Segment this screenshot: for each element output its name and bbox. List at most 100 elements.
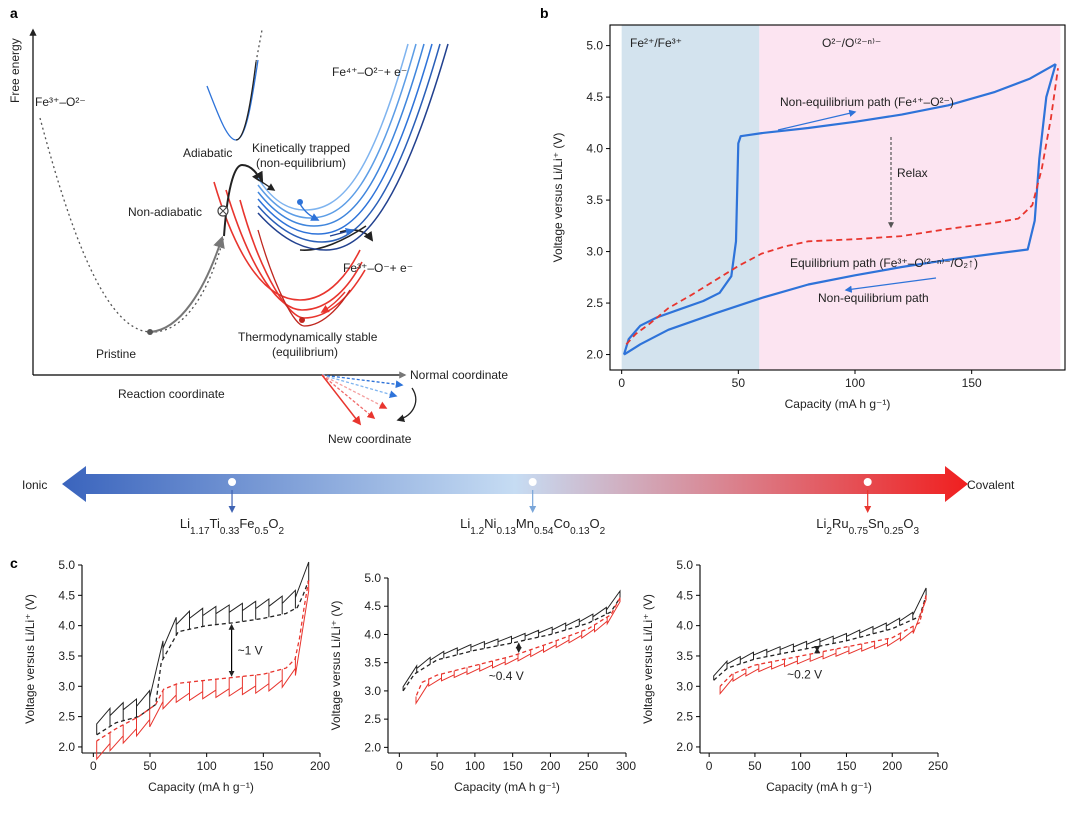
- fe4-label: Fe⁴⁺–O²⁻+ e⁻: [332, 65, 407, 79]
- material-arrowhead-3: [864, 506, 872, 513]
- red-well-4: [257, 229, 351, 327]
- b-x-axis-label: Capacity (mA h g⁻¹): [785, 397, 891, 411]
- b-y-tick-label: 4.5: [586, 90, 603, 104]
- c1-x-tick-label: 100: [197, 759, 217, 773]
- fan-arrow-1: [321, 374, 404, 389]
- c3-gitt-discharge: [719, 595, 927, 695]
- c2-x-tick-label: 0: [396, 759, 403, 773]
- oxygen-region-label: O²⁻/O⁽²⁻ⁿ⁾⁻: [822, 36, 881, 50]
- c1-y-tick-label: 3.0: [58, 679, 75, 693]
- blue-well-5: [257, 43, 441, 243]
- c1-gitt-charge: [96, 561, 310, 735]
- c2-x-tick-label: 250: [578, 759, 598, 773]
- c3-x-tick-label: 0: [706, 759, 713, 773]
- panel-c3-plot: 0 50 100 150 200 250 2.0 2.5 3.0 3.5 4.0 4.5 5.0 Capa…: [641, 558, 948, 794]
- kinetic-label-1: Kinetically trapped: [252, 141, 350, 155]
- c2-relaxed-2: [415, 597, 621, 697]
- c3-gitt-charge: [713, 587, 927, 681]
- c3-y-tick-label: 5.0: [676, 558, 693, 572]
- material-label-3: Li2Ru0.75Sn0.25O3: [816, 516, 919, 537]
- c3-x-tick-label: 50: [748, 759, 762, 773]
- nonequil-bottom-label: Non-equilibrium path: [818, 291, 929, 305]
- upper-black-curve: [235, 61, 257, 141]
- c1-x-tick-label: 0: [90, 759, 97, 773]
- colorbar-markers: Li1.17Ti0.33Fe0.5O2 Li1.2Ni0.13Mn0.54Co0.…: [180, 478, 920, 537]
- nonequil-top-label: Non-equilibrium path (Fe⁴⁺–O²⁻): [780, 95, 954, 109]
- pristine-point: [147, 329, 153, 335]
- material-marker-2: [528, 478, 537, 486]
- c1-y-axis-label: Voltage versus Li/Li⁺ (V): [23, 594, 37, 724]
- c3-y-tick-label: 4.5: [676, 588, 693, 602]
- material-label-1: Li1.17Ti0.33Fe0.5O2: [180, 516, 285, 537]
- fan-rotation-arrow: [396, 387, 417, 422]
- black-well-lower: [299, 225, 367, 251]
- nonequil-bottom-arrow: [844, 277, 937, 293]
- c3-y-tick-label: 2.0: [676, 740, 693, 754]
- c1-y-tick-label: 3.5: [58, 649, 75, 663]
- c1-y-tick-label: 4.5: [58, 588, 75, 602]
- b-x-tick-label: 100: [845, 376, 865, 390]
- blue-well-4: [257, 43, 433, 235]
- red-well-2: [225, 189, 363, 311]
- panel-b: b 0 50 100 150 2.0 2.5 3.0 3.5 4.0 4.5 5.0 Capacity…: [540, 5, 1066, 411]
- c1-gap-label: ~1 V: [238, 643, 263, 657]
- c2-x-tick-label: 150: [503, 759, 523, 773]
- c2-gitt-discharge: [415, 597, 621, 706]
- c1-x-tick-label: 150: [253, 759, 273, 773]
- thermo-stable-point: [299, 317, 305, 323]
- panel-c: c 0 50 100 150 200 2.0 2.5 3.0 3.5 4.0 4.5 5.0 Capac…: [10, 555, 948, 794]
- upper-dotted-curve: [255, 29, 263, 63]
- covalent-label: Covalent: [967, 478, 1015, 492]
- ionic-label: Ionic: [22, 478, 47, 492]
- c1-x-tick-label: 50: [143, 759, 157, 773]
- c2-gitt-charge: [402, 589, 621, 691]
- c2-y-tick-label: 3.5: [364, 656, 381, 670]
- c3-x-tick-label: 200: [882, 759, 902, 773]
- c3-x-tick-label: 250: [928, 759, 948, 773]
- c2-x-axis-label: Capacity (mA h g⁻¹): [454, 780, 560, 794]
- fan-arrow-5: [321, 374, 362, 426]
- blue-arrow-2: [329, 227, 354, 237]
- b-series-3: [625, 68, 1059, 345]
- c3-y-tick-label: 3.5: [676, 649, 693, 663]
- c2-x-tick-label: 300: [616, 759, 636, 773]
- c3-y-tick-label: 2.5: [676, 710, 693, 724]
- b-x-tick-label: 150: [962, 376, 982, 390]
- blue-wells: [255, 43, 449, 251]
- pristine-label: Pristine: [96, 347, 136, 361]
- c2-y-tick-label: 5.0: [364, 571, 381, 585]
- c2-x-tick-label: 100: [465, 759, 485, 773]
- c1-relaxed-1: [96, 579, 310, 736]
- c3-relaxed-1: [713, 595, 927, 681]
- thermo-label-2: (equilibrium): [272, 345, 338, 359]
- fe3-o2-dotted-curve: [39, 117, 225, 333]
- material-marker-1: [228, 478, 237, 486]
- material-marker-3: [863, 478, 872, 486]
- kinetic-point: [297, 199, 303, 205]
- b-x-tick-label: 0: [618, 376, 625, 390]
- crossing-x: [219, 207, 227, 215]
- c2-x-tick-label: 50: [430, 759, 444, 773]
- normal-coordinate-label: Normal coordinate: [410, 368, 508, 382]
- c3-y-tick-label: 3.0: [676, 679, 693, 693]
- blue-relax-arrow: [299, 203, 320, 221]
- red-well-1: [213, 181, 361, 301]
- panel-a-label: a: [10, 5, 18, 21]
- c2-y-tick-label: 2.0: [364, 740, 381, 754]
- c1-y-tick-label: 2.0: [58, 740, 75, 754]
- panel-c2-plot: 0 50 100 150 200 250 300 2.0 2.5 3.0 3.5 4.0 4.5 5.0 C…: [329, 571, 636, 794]
- non-adiabatic-label: Non-adiabatic: [128, 205, 202, 219]
- fe3-o-minus-label: Fe³⁺–O⁻+ e⁻: [343, 261, 413, 275]
- panel-b-plot: 0 50 100 150 2.0 2.5 3.0 3.5 4.0 4.5 5.0 Capacity (…: [551, 24, 1066, 411]
- relax-label: Relax: [897, 166, 928, 180]
- b-frame: [609, 24, 1066, 371]
- oxygen-region-shade: [759, 25, 1061, 370]
- c2-y-tick-label: 4.0: [364, 627, 381, 641]
- material-label-2: Li1.2Ni0.13Mn0.54Co0.13O2: [460, 516, 606, 537]
- adiabatic-label: Adiabatic: [183, 146, 232, 160]
- new-coordinate-label: New coordinate: [328, 432, 412, 446]
- blue-well-3: [257, 43, 425, 227]
- c2-y-tick-label: 3.0: [364, 684, 381, 698]
- relax-bg: [892, 163, 936, 181]
- c2-gap-label: ~0.4 V: [489, 669, 524, 683]
